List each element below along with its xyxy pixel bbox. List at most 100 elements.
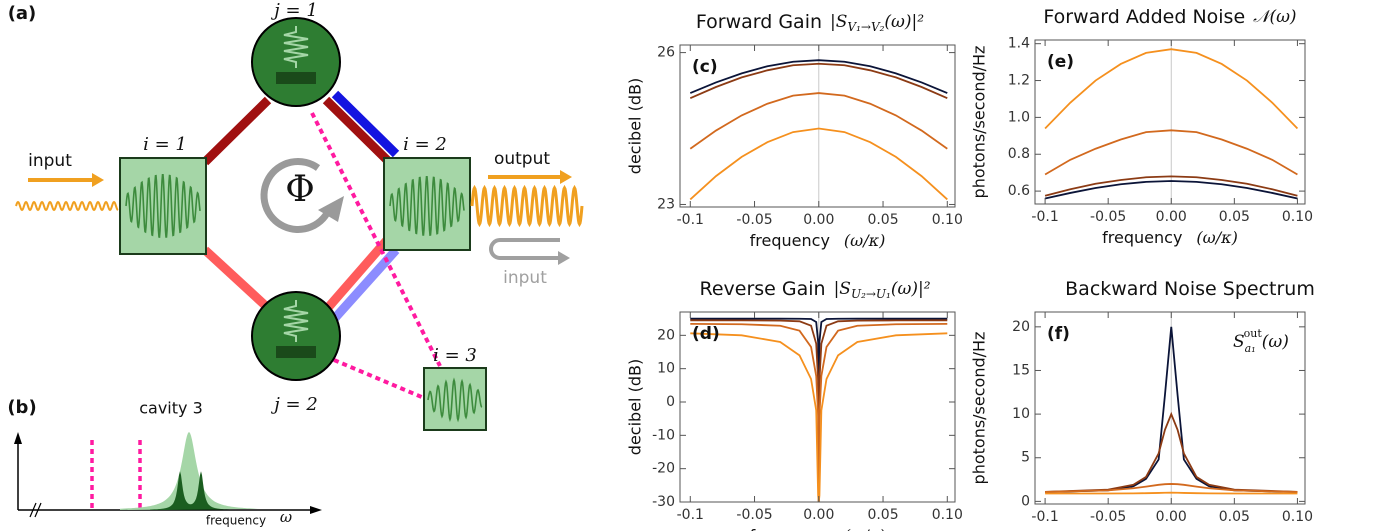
coupling (201, 246, 272, 312)
spring (283, 300, 309, 342)
y-tick-label: 10 (657, 361, 675, 377)
axis-break (29, 502, 42, 518)
x-tick-label: -0.05 (1090, 209, 1126, 225)
chart-title: Forward Gain |SV₁→V₂(ω)|² (696, 11, 924, 34)
diagram-label: input (28, 151, 72, 171)
x-axis-label-math: (ω/κ) (1196, 528, 1237, 531)
diagram-label: Φ (285, 169, 315, 210)
diagram-label: ω (280, 508, 292, 526)
series-line (689, 62, 948, 99)
chart: -0.1 -0.05 0.00 0.05 0.10 0 5 10 15 20 Backward No… (970, 278, 1315, 531)
title-math: (ω)|² (884, 12, 924, 32)
y-tick-label: -20 (652, 461, 675, 477)
diagram-label: i = 3 (433, 345, 477, 366)
title-math: (ω)|² (891, 279, 931, 299)
frame (1034, 311, 1306, 505)
arrow (489, 238, 560, 260)
chart: -0.1 -0.05 0.00 0.05 0.10 0.6 0.8 1.0 1.2 1.4 Forw… (970, 6, 1314, 247)
x-tick-label: -0.05 (736, 507, 772, 523)
y-tick-label: 20 (657, 327, 675, 343)
x-axis-label-text: frequency (1102, 528, 1182, 531)
diagram-label: output (494, 149, 550, 169)
diagram-label: j = 2 (270, 394, 318, 415)
annotation-text: S (1233, 332, 1245, 352)
series-line (1045, 491, 1298, 495)
y-tick-label: 0.6 (1008, 183, 1030, 199)
series-line (690, 332, 948, 502)
chart-title: Backward Noise Spectrum (1065, 278, 1315, 300)
plot-area (1044, 48, 1299, 200)
x-tick-label: -0.05 (1090, 509, 1126, 525)
plot-area (689, 59, 948, 201)
coupling (331, 90, 400, 158)
y-tick-label: -10 (652, 427, 675, 443)
series-line (689, 127, 948, 201)
frame (679, 311, 956, 503)
spring (283, 26, 309, 68)
x-axis-label-text: frequency (1102, 228, 1182, 247)
coupling (322, 237, 391, 313)
series-line (1045, 326, 1298, 493)
x-axis-label: frequency (ω/κ) (750, 526, 886, 531)
y-tick-label: 1.0 (1008, 109, 1030, 125)
x-tick-label: -0.1 (677, 507, 704, 523)
x-tick-label: 0.05 (867, 212, 898, 228)
chart: -0.1 -0.05 0.00 0.05 0.10 -30 -20 -10 0 10 20 Rever… (626, 278, 963, 531)
x-tick-label: -0.1 (1031, 509, 1058, 525)
x-axis-label-math: (ω/κ) (844, 231, 885, 250)
panel-label: (f) (1047, 324, 1070, 344)
title-text: Forward Gain (696, 11, 822, 33)
series-line (689, 59, 948, 94)
x-tick-label: 0.00 (1156, 509, 1187, 525)
coupling (310, 112, 442, 367)
diagram-label: (a) (8, 3, 37, 24)
wave (15, 200, 119, 212)
x-axis-label-math: (ω/κ) (844, 526, 885, 531)
chart: -0.1 -0.05 0.00 0.05 0.10 23 26 Forward Gain |SV… (626, 11, 963, 250)
arrow-head (560, 170, 572, 184)
y-tick-label: -30 (652, 494, 675, 510)
arrow-head (310, 506, 322, 514)
plot-area (690, 317, 948, 502)
series-line (1044, 180, 1298, 200)
title-math: V₁→V₂ (847, 20, 884, 34)
y-tick-label: 23 (657, 196, 675, 212)
diagram: (a) (b) j = 1 j = 2 i = 1 i = 2 i = 3 input outp… (7, 0, 584, 528)
x-tick-label: -0.1 (677, 212, 704, 228)
x-tick-label: -0.1 (1031, 209, 1058, 225)
x-tick-label: 0.10 (1282, 509, 1313, 525)
arrow-head (14, 432, 22, 444)
diagram-label: j = 1 (270, 0, 318, 21)
diagram-label: i = 1 (143, 134, 187, 155)
chart-title: Reverse Gain |SU₂→U₁(ω)|² (699, 278, 930, 301)
wave (427, 377, 483, 423)
wave (470, 184, 584, 228)
x-tick-label: 0.10 (1282, 209, 1313, 225)
chart-title: Forward Added Noise 𝒩(ω) (1043, 6, 1296, 28)
title-text: Reverse Gain (699, 278, 825, 300)
panel-label: (d) (692, 324, 720, 344)
x-axis-label: frequency (ω/κ) (1102, 528, 1238, 531)
diagram-label: (b) (7, 397, 36, 418)
series-line (690, 317, 948, 502)
series-line (690, 322, 948, 502)
panel-label: (c) (692, 57, 718, 77)
annotation-text: (ω) (1262, 332, 1289, 352)
y-tick-label: 0 (666, 394, 675, 410)
diagram-label: i = 2 (403, 134, 447, 155)
y-tick-label: 1.2 (1008, 73, 1030, 89)
y-tick-label: 20 (1012, 319, 1030, 335)
series-line (1044, 175, 1298, 197)
x-axis-label-text: frequency (750, 526, 830, 531)
wave (125, 174, 201, 238)
title-math: |S (830, 12, 847, 32)
y-tick-label: 1.4 (1008, 36, 1030, 52)
y-tick-label: 10 (1012, 406, 1030, 422)
x-tick-label: 0.10 (932, 507, 963, 523)
series-line (1044, 48, 1299, 130)
y-axis-label: photons/second/Hz (970, 332, 989, 485)
x-tick-label: 0.00 (1156, 209, 1187, 225)
x-axis-label: frequency (ω/κ) (750, 231, 886, 250)
x-tick-label: 0.10 (932, 212, 963, 228)
